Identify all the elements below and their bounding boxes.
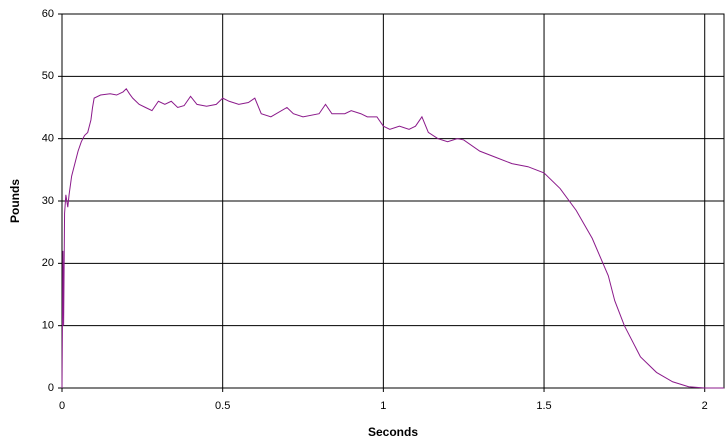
y-axis-label: Pounds [8,179,22,223]
plot-frame [61,13,725,389]
x-tick-label: 2 [702,400,708,412]
y-tick-label: 60 [42,8,54,20]
y-tick-label: 10 [42,320,54,332]
y-tick-label: 0 [48,382,54,394]
y-tick-label: 40 [42,133,54,145]
data-line [61,88,724,389]
x-axis-label: Seconds [368,425,418,439]
x-tick-label: 0 [59,400,65,412]
y-tick-label: 50 [42,70,54,82]
x-tick-label: 0.5 [215,400,230,412]
y-tick-label: 20 [42,257,54,269]
y-tick-label: 30 [42,195,54,207]
x-tick-label: 1.5 [536,400,551,412]
x-tick-label: 1 [380,400,386,412]
